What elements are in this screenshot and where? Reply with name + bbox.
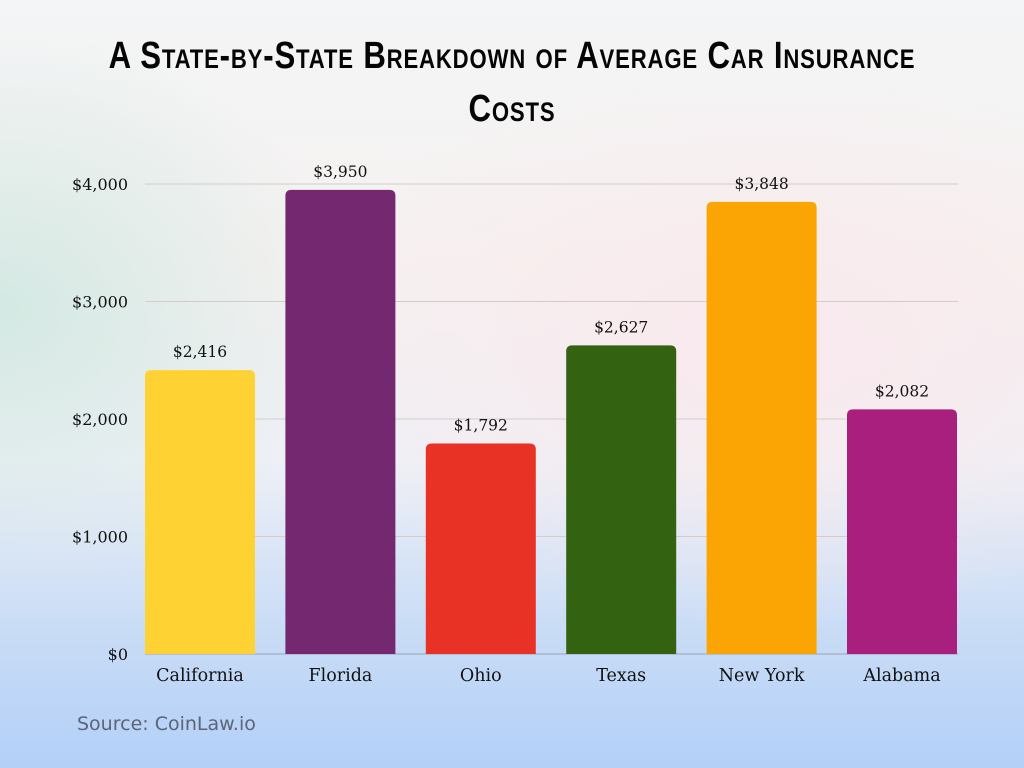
x-tick-label: Texas (596, 666, 646, 686)
chart-title: A State-by-State Breakdown of Average Ca… (108, 35, 916, 130)
bar-florida (285, 189, 396, 654)
bar-alabama (847, 409, 957, 654)
data-label: $2,627 (594, 318, 648, 336)
y-tick-label: $2,000 (72, 410, 128, 429)
bar-ohio (425, 443, 536, 654)
y-tick-label: $0 (108, 645, 128, 664)
x-tick-label: Ohio (460, 666, 502, 686)
data-label: $1,792 (454, 416, 508, 434)
bar-new-york (706, 201, 817, 655)
y-tick-label: $3,000 (72, 293, 128, 312)
source-note: Source: CoinLaw.io (77, 713, 256, 735)
bar-california (145, 370, 255, 654)
x-tick-label: New York (719, 666, 805, 686)
x-tick-label: Alabama (862, 666, 940, 686)
data-label: $3,950 (313, 163, 367, 181)
data-label: $2,082 (875, 382, 929, 400)
x-tick-label: California (156, 666, 244, 686)
y-tick-label: $4,000 (72, 175, 128, 194)
data-label: $3,848 (734, 175, 788, 193)
bar-texas (566, 345, 677, 654)
y-tick-label: $1,000 (72, 528, 128, 547)
data-label: $2,416 (173, 343, 227, 361)
x-tick-label: Florida (308, 666, 372, 686)
